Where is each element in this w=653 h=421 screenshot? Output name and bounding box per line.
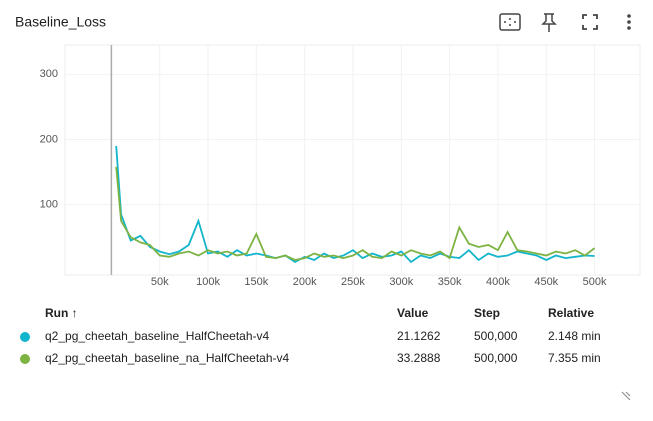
series-line: [115, 166, 596, 261]
x-tick-label: 250k: [341, 276, 365, 288]
legend-dot: [20, 332, 30, 342]
more-button[interactable]: [627, 14, 631, 30]
y-tick-label: 300: [40, 68, 58, 80]
table-cell: 500,000: [474, 351, 518, 365]
column-header: Value: [397, 306, 429, 320]
x-tick-label: 100k: [196, 276, 220, 288]
table-cell: 21.1262: [397, 329, 441, 343]
x-tick-label: 400k: [486, 276, 510, 288]
x-tick-label: 150k: [244, 276, 268, 288]
series-line: [115, 145, 595, 264]
y-tick-label: 100: [40, 199, 58, 211]
table-cell: 500,000: [474, 329, 518, 343]
x-tick-label: 50k: [151, 276, 169, 288]
x-tick-label: 500k: [583, 276, 607, 288]
chart-title: Baseline_Loss: [15, 14, 106, 30]
run-name: q2_pg_cheetah_baseline_na_HalfCheetah-v4: [45, 351, 290, 365]
x-tick-label: 450k: [534, 276, 558, 288]
fit-button[interactable]: [499, 13, 521, 31]
run-name: q2_pg_cheetah_baseline_HalfCheetah-v4: [45, 329, 270, 343]
y-tick-label: 200: [40, 133, 58, 145]
table-cell: 7.355 min: [548, 351, 601, 365]
x-tick-label: 200k: [293, 276, 317, 288]
fullscreen-button[interactable]: [582, 14, 598, 30]
resize-handle[interactable]: [621, 391, 631, 401]
table-cell: 33.2888: [397, 351, 441, 365]
column-header: Relative: [548, 306, 594, 320]
column-header: Run ↑: [45, 306, 78, 320]
table-cell: 2.148 min: [548, 329, 601, 343]
legend-dot: [20, 354, 30, 364]
x-tick-label: 350k: [438, 276, 462, 288]
pin-button[interactable]: [541, 13, 557, 32]
column-header: Step: [474, 306, 500, 320]
x-tick-label: 300k: [389, 276, 413, 288]
